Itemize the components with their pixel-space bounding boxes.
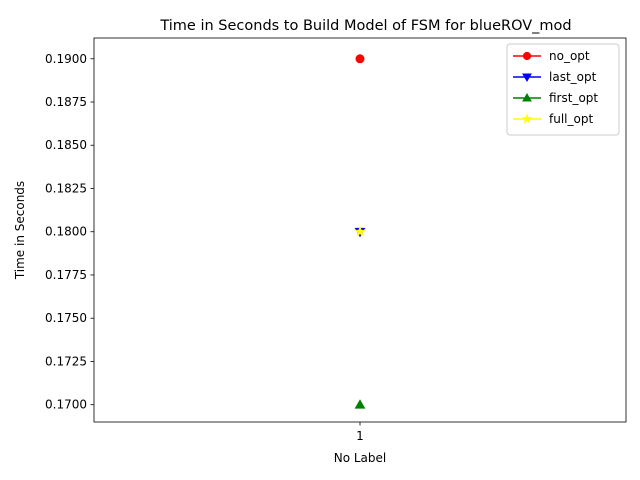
- data-point-no_opt: [355, 54, 365, 64]
- series-layer: [354, 54, 366, 409]
- y-tick-label: 0.1825: [45, 181, 87, 195]
- legend: no_opt last_opt first_opt full_opt: [506, 43, 620, 136]
- legend-entry-no_opt: no_opt: [513, 49, 590, 63]
- y-tick-label: 0.1800: [45, 225, 87, 239]
- legend-marker: [522, 73, 532, 83]
- legend-entry-last_opt: last_opt: [513, 70, 597, 84]
- legend-label: full_opt: [549, 112, 593, 126]
- legend-frame: [506, 43, 620, 136]
- legend-label: no_opt: [549, 49, 590, 63]
- y-tick-label: 0.1875: [45, 95, 87, 109]
- series-first_opt: [354, 399, 366, 409]
- data-point-full_opt: [354, 225, 366, 237]
- legend-entry-first_opt: first_opt: [513, 91, 598, 105]
- y-tick-label: 0.1750: [45, 311, 87, 325]
- y-tick-label: 0.1700: [45, 398, 87, 412]
- y-tick-label: 0.1900: [45, 52, 87, 66]
- y-axis-ticks: 0.1700 0.1725 0.1750 0.1775 0.1800 0.1825 0.18…: [45, 52, 94, 412]
- x-axis-ticks: 1: [356, 422, 364, 443]
- legend-label: last_opt: [549, 70, 597, 84]
- legend-marker: [521, 113, 533, 124]
- data-point-first_opt: [354, 399, 366, 409]
- x-axis-label: No Label: [334, 451, 387, 465]
- x-tick-label: 1: [356, 429, 364, 443]
- chart-title: Time in Seconds to Build Model of FSM fo…: [159, 18, 571, 34]
- legend-entry-full_opt: full_opt: [513, 112, 593, 126]
- y-tick-label: 0.1850: [45, 138, 87, 152]
- y-tick-label: 0.1775: [45, 268, 87, 282]
- series-no_opt: [355, 54, 365, 64]
- legend-label: first_opt: [549, 91, 598, 105]
- legend-marker: [522, 51, 532, 61]
- y-axis-label: Time in Seconds: [13, 181, 27, 280]
- y-tick-label: 0.1725: [45, 354, 87, 368]
- series-full_opt: [354, 225, 366, 237]
- legend-marker: [522, 92, 532, 102]
